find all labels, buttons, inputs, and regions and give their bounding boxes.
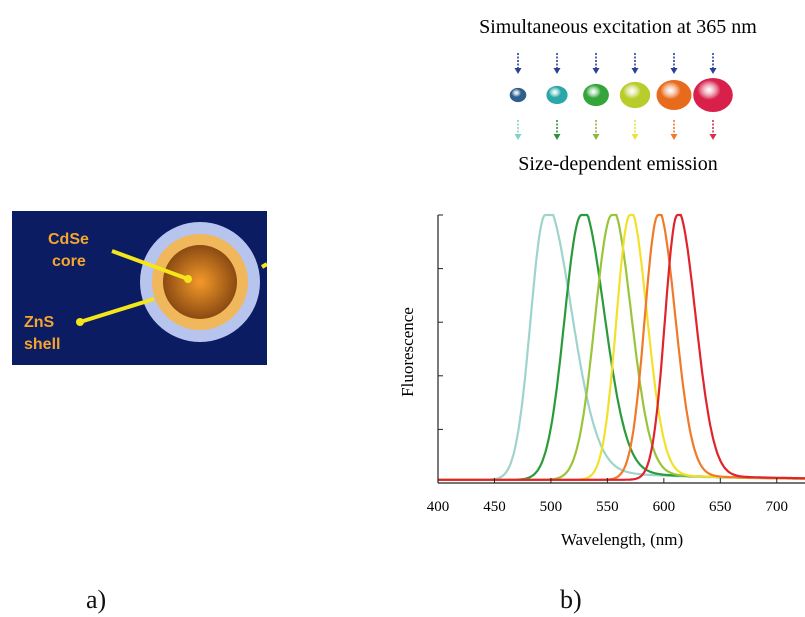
x-tick-label: 450 <box>483 499 506 515</box>
shell-label-line1: ZnS <box>24 314 55 331</box>
excitation-arrow <box>709 53 717 74</box>
emission-curve <box>438 213 805 481</box>
outer-pointer <box>260 262 267 269</box>
x-tick-label: 650 <box>709 499 732 515</box>
core-pointer-dot <box>184 275 192 283</box>
quantum-dot <box>656 79 692 111</box>
quantum-dot <box>619 81 651 109</box>
core-label-line1: CdSe <box>48 231 89 248</box>
quantum-dot <box>546 85 568 105</box>
excitation-arrow <box>592 53 600 74</box>
emission-arrow <box>631 120 639 140</box>
core-label-line2: core <box>52 253 86 270</box>
x-axis-label: Wavelength, (nm) <box>561 530 683 549</box>
emission-caption: Size-dependent emission <box>518 153 717 175</box>
x-tick-label: 400 <box>427 499 450 515</box>
core-shell-diagram: CdSe core ZnS shell <box>12 211 267 365</box>
excitation-caption: Simultaneous excitation at 365 nm <box>479 16 757 38</box>
excitation-arrow <box>670 53 678 74</box>
emission-curve <box>438 213 805 481</box>
emission-arrow <box>592 120 600 140</box>
panel-b-label: b) <box>560 585 582 614</box>
emission-arrow <box>709 120 717 140</box>
fluorescence-chart: 400 450 500 550 600 650 700 Wavelength, (nm) F… <box>398 213 805 549</box>
excitation-arrow <box>553 53 561 74</box>
panel-a-label: a) <box>86 585 107 614</box>
quantum-dot <box>509 87 527 103</box>
x-tick-label: 700 <box>766 499 789 515</box>
quantum-dots-row <box>509 53 733 140</box>
shell-pointer <box>79 297 155 324</box>
excitation-arrow <box>631 53 639 74</box>
core-sphere <box>163 245 237 319</box>
x-tick-label: 500 <box>540 499 563 515</box>
quantum-dot <box>693 77 733 113</box>
emission-arrow <box>553 120 561 140</box>
core-pointer <box>111 249 189 281</box>
emission-arrow <box>514 120 522 140</box>
emission-panel: Simultaneous excitation at 365 nm Size-d… <box>398 16 805 549</box>
x-tick-label: 600 <box>653 499 676 515</box>
excitation-arrow <box>514 53 522 74</box>
x-tick-label: 550 <box>596 499 619 515</box>
shell-pointer-dot <box>76 318 84 326</box>
emission-arrow <box>670 120 678 140</box>
shell-label-line2: shell <box>24 336 60 353</box>
y-axis-label: Fluorescence <box>398 307 417 397</box>
quantum-dot <box>583 83 609 107</box>
